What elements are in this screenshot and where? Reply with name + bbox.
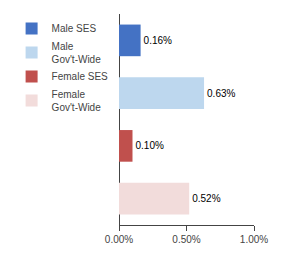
svg-text:Female SES: Female SES — [52, 71, 108, 82]
svg-text:0.52%: 0.52% — [192, 193, 220, 204]
svg-text:MaleGov't-Wide: MaleGov't-Wide — [52, 41, 102, 65]
svg-text:Male SES: Male SES — [52, 23, 97, 34]
svg-text:FemaleGov't-Wide: FemaleGov't-Wide — [52, 89, 102, 113]
svg-text:0.50%: 0.50% — [172, 234, 200, 245]
svg-text:0.00%: 0.00% — [105, 234, 133, 245]
svg-text:0.16%: 0.16% — [144, 35, 172, 46]
svg-text:1.00%: 1.00% — [240, 234, 268, 245]
svg-text:0.10%: 0.10% — [136, 140, 164, 151]
svg-text:0.63%: 0.63% — [207, 88, 235, 99]
